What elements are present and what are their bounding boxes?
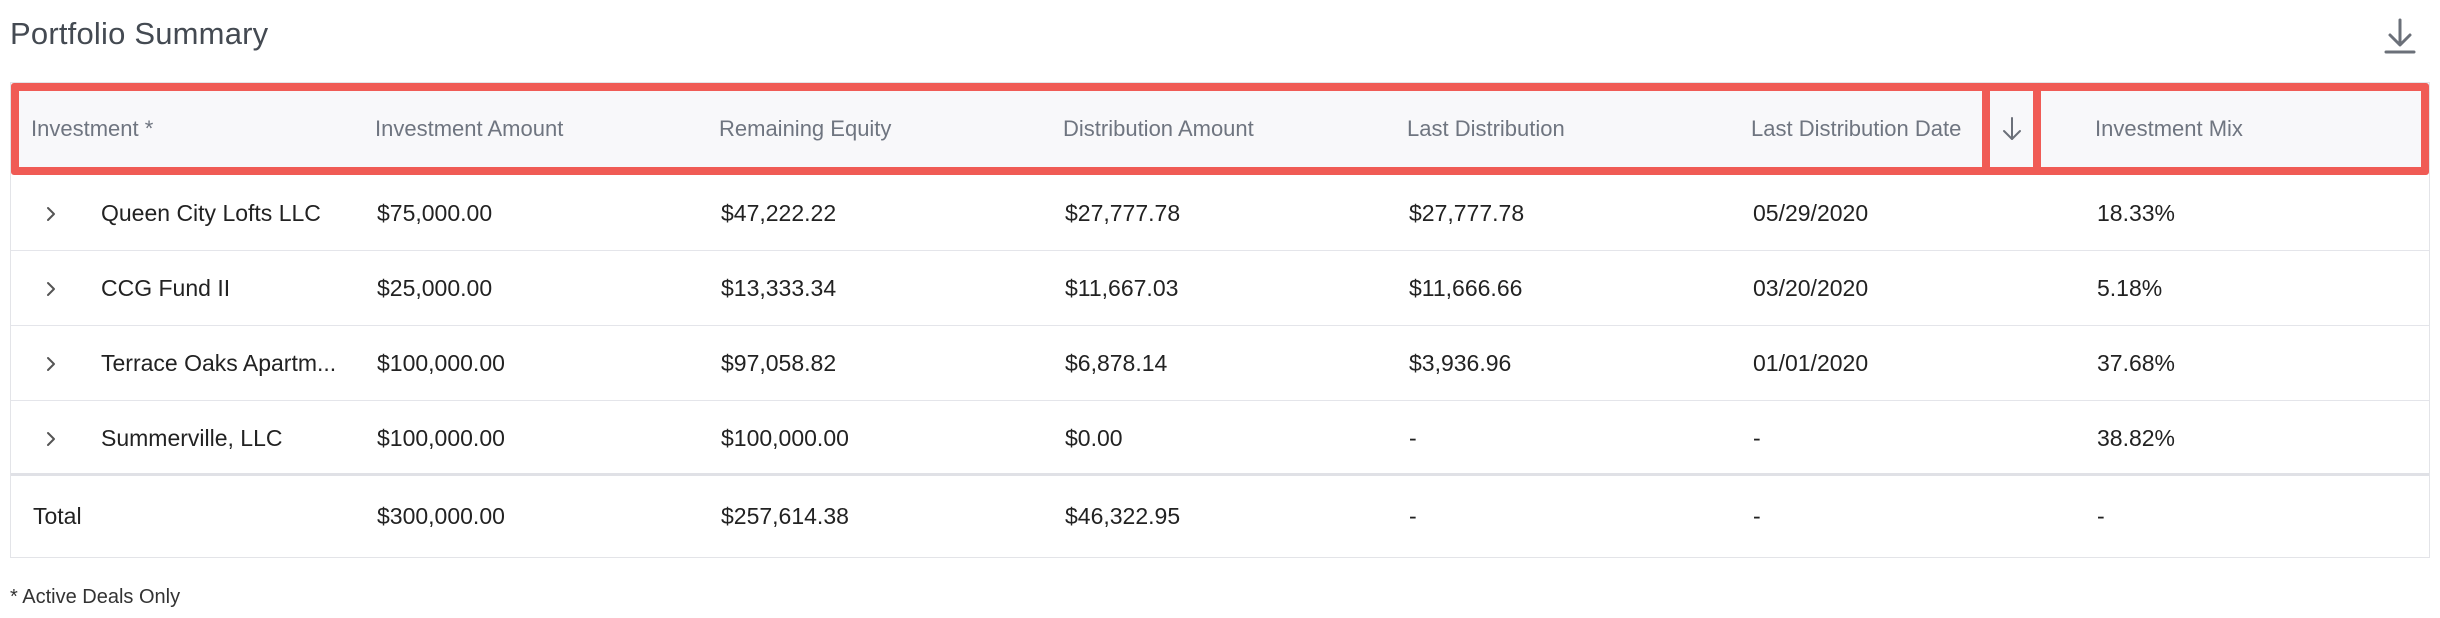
last-distribution-date: - <box>1753 425 1761 451</box>
investment-amount: $100,000.00 <box>377 425 505 451</box>
expand-row-chevron-icon[interactable] <box>37 251 65 326</box>
investment-name-link[interactable]: Terrace Oaks Apartm... <box>101 350 337 376</box>
total-row: Total $300,000.00 $257,614.38 $46,322.95… <box>11 479 2429 554</box>
column-header-remaining-equity[interactable]: Remaining Equity <box>719 115 892 141</box>
total-last-distribution-date: - <box>1753 503 1761 529</box>
distribution-amount: $11,667.03 <box>1065 275 1179 301</box>
last-distribution-date: 01/01/2020 <box>1753 350 1869 376</box>
total-distribution-amount: $46,322.95 <box>1065 503 1181 529</box>
remaining-equity: $97,058.82 <box>721 350 837 376</box>
column-header-investment[interactable]: Investment * <box>31 115 154 141</box>
expand-row-chevron-icon[interactable] <box>37 401 65 476</box>
footnote: * Active Deals Only <box>10 586 181 608</box>
total-investment-amount: $300,000.00 <box>377 503 505 529</box>
portfolio-table: Investment * Investment Amount Remaining… <box>10 82 2430 558</box>
total-last-distribution: - <box>1409 503 1417 529</box>
investment-amount: $100,000.00 <box>377 350 505 376</box>
last-distribution: $3,936.96 <box>1409 350 1512 376</box>
investment-mix: 38.82% <box>2097 425 2176 451</box>
download-icon[interactable] <box>2378 14 2422 58</box>
column-header-investment-mix[interactable]: Investment Mix <box>2095 115 2243 141</box>
total-investment-mix: - <box>2097 503 2105 529</box>
last-distribution-date: 03/20/2020 <box>1753 275 1869 301</box>
sort-descending-button[interactable] <box>1982 83 2041 175</box>
table-row[interactable]: Summerville, LLC $100,000.00 $100,000.00… <box>11 401 2429 476</box>
distribution-amount: $6,878.14 <box>1065 350 1168 376</box>
investment-name-link[interactable]: Summerville, LLC <box>101 425 283 451</box>
investment-name-link[interactable]: Queen City Lofts LLC <box>101 200 321 226</box>
investment-mix: 18.33% <box>2097 200 2176 226</box>
column-header-last-distribution-date[interactable]: Last Distribution Date <box>1751 115 1962 141</box>
investment-amount: $25,000.00 <box>377 275 493 301</box>
last-distribution: - <box>1409 425 1417 451</box>
distribution-amount: $0.00 <box>1065 425 1123 451</box>
last-distribution: $27,777.78 <box>1409 200 1525 226</box>
arrow-down-icon <box>2002 117 2021 140</box>
last-distribution-date: 05/29/2020 <box>1753 200 1869 226</box>
column-header-last-distribution[interactable]: Last Distribution <box>1407 115 1565 141</box>
investment-name-link[interactable]: CCG Fund II <box>101 275 231 301</box>
column-header-distribution-amount[interactable]: Distribution Amount <box>1063 115 1254 141</box>
expand-row-chevron-icon[interactable] <box>37 176 65 251</box>
column-header-investment-amount[interactable]: Investment Amount <box>375 115 564 141</box>
last-distribution: $11,666.66 <box>1409 275 1523 301</box>
page-title: Portfolio Summary <box>10 16 269 51</box>
distribution-amount: $27,777.78 <box>1065 200 1181 226</box>
remaining-equity: $100,000.00 <box>721 425 849 451</box>
investment-mix: 37.68% <box>2097 350 2176 376</box>
investment-mix: 5.18% <box>2097 275 2163 301</box>
table-row[interactable]: CCG Fund II $25,000.00 $13,333.34 $11,66… <box>11 251 2429 326</box>
table-row[interactable]: Terrace Oaks Apartm... $100,000.00 $97,0… <box>11 326 2429 401</box>
expand-row-chevron-icon[interactable] <box>37 326 65 401</box>
total-remaining-equity: $257,614.38 <box>721 503 849 529</box>
investment-amount: $75,000.00 <box>377 200 493 226</box>
remaining-equity: $47,222.22 <box>721 200 837 226</box>
table-row[interactable]: Queen City Lofts LLC $75,000.00 $47,222.… <box>11 176 2429 251</box>
remaining-equity: $13,333.34 <box>721 275 837 301</box>
total-label: Total <box>33 503 82 529</box>
table-header-row: Investment * Investment Amount Remaining… <box>11 83 2429 174</box>
